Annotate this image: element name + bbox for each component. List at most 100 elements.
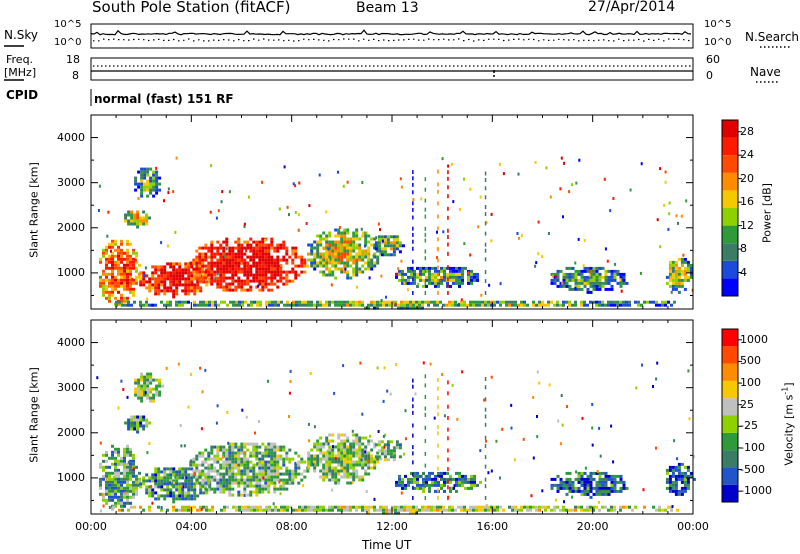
velocity-cell: [680, 474, 684, 478]
velocity-cell: [127, 424, 131, 428]
velocity-cell: [201, 463, 205, 467]
velocity-cell: [349, 448, 353, 452]
velocity-cell: [225, 478, 229, 482]
velocity-colorbar-tick-label: -25: [740, 419, 758, 433]
power-cell: [458, 284, 461, 288]
velocity-cell: [140, 372, 144, 376]
power-cell: [120, 275, 123, 279]
velocity-cell: [658, 505, 661, 509]
power-cell: [216, 267, 220, 271]
velocity-cell: [204, 460, 208, 464]
velocity-cell: [216, 487, 220, 491]
power-cell: [622, 275, 626, 279]
velocity-cell: [583, 508, 586, 512]
velocity-cell: [343, 442, 347, 446]
velocity-echo: [485, 504, 488, 508]
power-cell: [117, 266, 120, 270]
velocity-cell: [273, 475, 277, 479]
power-cell: [418, 306, 421, 310]
power-echo: [424, 281, 427, 286]
velocity-cell: [431, 477, 434, 481]
velocity-cell: [502, 508, 505, 512]
power-cell: [120, 248, 123, 252]
power-cell: [671, 272, 675, 276]
velocity-cell: [105, 459, 108, 463]
power-cell: [255, 267, 259, 271]
velocity-cell: [123, 474, 126, 478]
velocity-cell: [577, 474, 581, 478]
power-cell: [541, 303, 544, 307]
velocity-cell: [586, 477, 590, 481]
velocity-cell: [331, 466, 335, 470]
power-cell: [151, 286, 155, 290]
velocity-cell: [270, 469, 274, 473]
power-cell: [252, 249, 256, 253]
velocity-cell: [160, 482, 164, 486]
velocity-cell: [553, 508, 556, 512]
velocity-cell: [325, 475, 329, 479]
velocity-echo: [560, 442, 562, 446]
velocity-cell: [143, 384, 147, 388]
velocity-cell: [282, 472, 286, 476]
power-cell: [216, 240, 220, 244]
power-cell: [285, 261, 289, 265]
power-cell: [547, 300, 550, 304]
velocity-cell: [139, 505, 142, 509]
power-cell: [526, 303, 529, 307]
velocity-cell: [328, 469, 332, 473]
power-cell: [202, 274, 206, 278]
velocity-cell: [114, 495, 117, 499]
velocity-cell: [331, 448, 335, 452]
velocity-cell: [532, 505, 535, 509]
velocity-cell: [361, 454, 365, 458]
power-cell: [134, 182, 138, 186]
power-cell: [398, 250, 402, 254]
velocity-echo: [513, 458, 516, 462]
velocity-cell: [130, 424, 134, 428]
velocity-cell: [142, 479, 146, 483]
velocity-cell: [586, 483, 590, 487]
velocity-cell: [470, 483, 473, 487]
power-cell: [140, 176, 144, 180]
power-region-1: [124, 210, 152, 229]
power-cell: [222, 279, 226, 283]
power-cell: [413, 281, 416, 285]
power-cell: [616, 303, 619, 307]
power-cell: [276, 264, 280, 268]
power-cell: [276, 285, 280, 289]
power-echo: [342, 184, 345, 188]
velocity-cell: [689, 471, 693, 475]
freq-label-2: [MHz]: [4, 66, 37, 79]
power-cell: [346, 252, 350, 256]
power-cell: [361, 252, 365, 256]
velocity-cell: [143, 390, 147, 394]
power-cell: [120, 242, 123, 246]
power-cell: [117, 263, 120, 267]
power-cell: [249, 255, 253, 259]
velocity-cell: [322, 475, 326, 479]
power-cell: [410, 281, 413, 285]
velocity-cell: [234, 451, 238, 455]
power-cell: [476, 278, 479, 282]
power-cell: [380, 235, 384, 239]
power-cell: [307, 303, 310, 307]
velocity-cell: [210, 466, 214, 470]
power-cell: [270, 270, 274, 274]
velocity-cell: [117, 501, 120, 505]
velocity-cell: [282, 484, 286, 488]
velocity-cell: [686, 465, 690, 469]
power-cell: [184, 262, 188, 266]
nsky-frame: [90, 23, 694, 49]
velocity-cell: [565, 486, 569, 490]
velocity-cell: [358, 454, 362, 458]
velocity-cell: [322, 454, 326, 458]
velocity-cell: [415, 508, 418, 512]
power-cell: [595, 284, 599, 288]
power-cell: [264, 267, 268, 271]
velocity-cell: [386, 446, 390, 450]
power-cell: [285, 279, 289, 283]
power-cell: [343, 264, 347, 268]
velocity-cell: [373, 466, 377, 470]
power-cell: [607, 300, 610, 304]
power-cell: [261, 279, 265, 283]
